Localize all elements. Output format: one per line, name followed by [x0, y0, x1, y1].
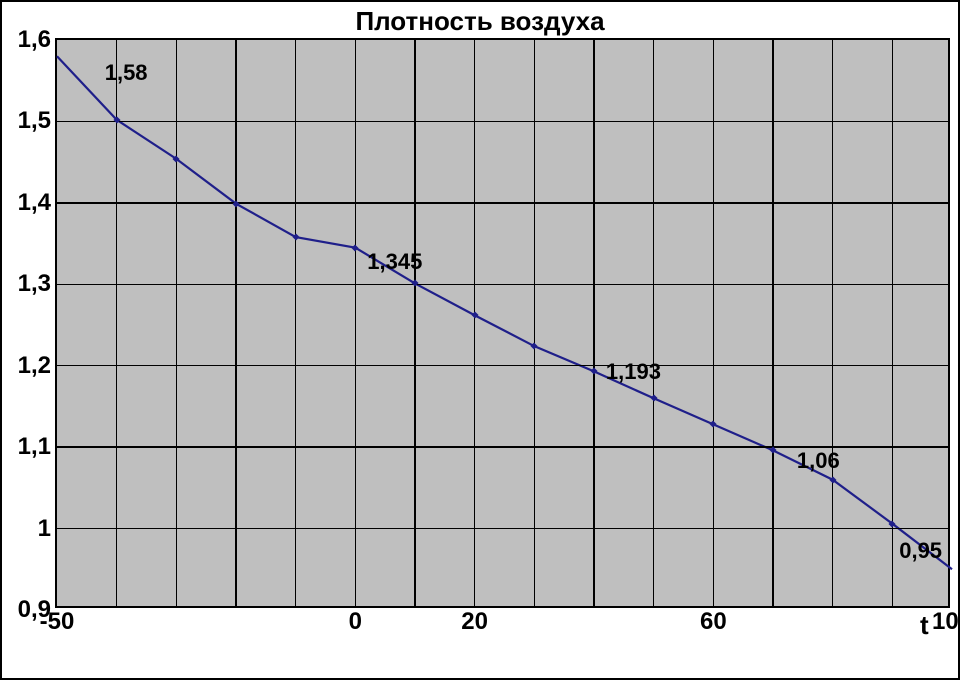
gridline-vertical	[772, 40, 774, 606]
gridline-vertical	[653, 40, 655, 606]
y-tick-label: 1,3	[18, 270, 51, 298]
y-tick-label: 1	[38, 515, 51, 543]
gridline-vertical	[534, 40, 536, 606]
plot-area: 0,911,11,21,31,41,51,6-50020601001,581,3…	[55, 38, 950, 608]
chart-frame: Плотность воздуха 0,911,11,21,31,41,51,6…	[0, 0, 960, 680]
x-axis-label: t	[920, 610, 929, 641]
density-curve	[57, 56, 952, 569]
y-tick-label: 1,2	[18, 352, 51, 380]
chart-title: Плотность воздуха	[2, 6, 958, 37]
x-tick-label: 20	[461, 608, 488, 636]
y-tick-label: 1,6	[18, 26, 51, 54]
gridline-horizontal	[57, 365, 948, 367]
gridline-horizontal	[57, 202, 948, 204]
gridline-vertical	[414, 40, 416, 606]
gridline-vertical	[355, 40, 357, 606]
gridline-horizontal	[57, 446, 948, 448]
line-series	[57, 40, 952, 610]
gridline-vertical	[176, 40, 178, 606]
x-tick-label: -50	[40, 608, 75, 636]
x-tick-label: 100	[932, 608, 960, 636]
gridline-horizontal	[57, 528, 948, 530]
gridline-horizontal	[57, 284, 948, 286]
gridline-vertical	[235, 40, 237, 606]
gridline-vertical	[116, 40, 118, 606]
y-tick-label: 1,5	[18, 107, 51, 135]
x-tick-label: 60	[700, 608, 727, 636]
gridline-vertical	[295, 40, 297, 606]
y-tick-label: 1,4	[18, 189, 51, 217]
gridline-vertical	[713, 40, 715, 606]
x-tick-label: 0	[349, 608, 362, 636]
gridline-horizontal	[57, 121, 948, 123]
gridline-vertical	[832, 40, 834, 606]
gridline-vertical	[474, 40, 476, 606]
y-tick-label: 1,1	[18, 433, 51, 461]
gridline-vertical	[593, 40, 595, 606]
